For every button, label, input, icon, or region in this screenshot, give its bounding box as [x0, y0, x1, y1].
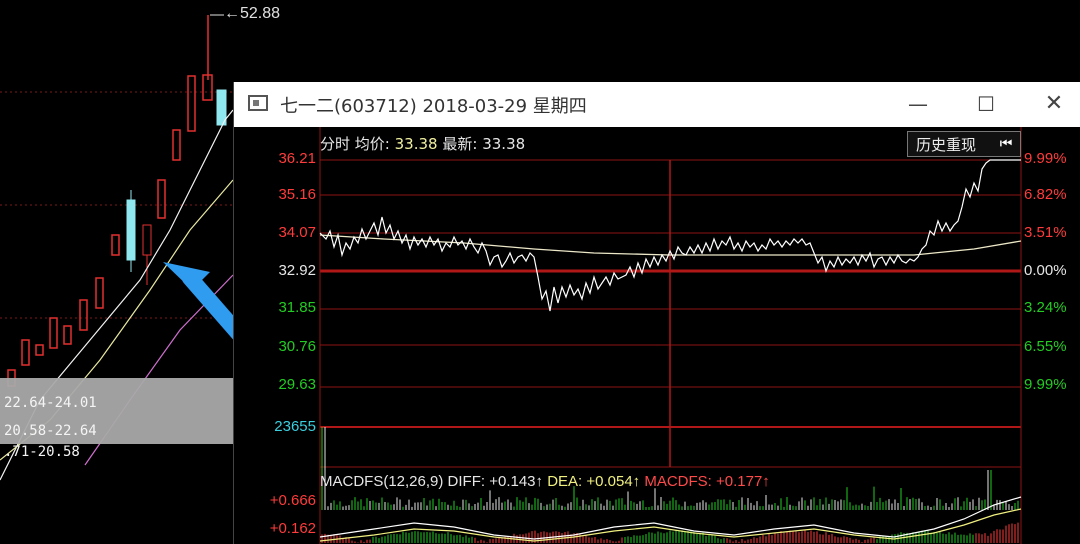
- left-axis-label: 32.92: [278, 262, 316, 279]
- macdfs-label: MACDFS:: [644, 473, 712, 490]
- volume-max-label: 23655: [274, 418, 316, 435]
- right-axis-label: 3.24%: [1024, 299, 1067, 316]
- macdfs-value: +0.177↑: [716, 473, 770, 490]
- window-title: 七一二(603712) 2018-03-29 星期四: [280, 96, 587, 117]
- right-axis-label: 3.51%: [1024, 224, 1067, 241]
- intraday-window: 七一二(603712) 2018-03-29 星期四 — ☐ ✕: [233, 82, 1080, 544]
- right-axis-label: 6.55%: [1024, 338, 1067, 355]
- right-axis-label: 0.00%: [1024, 262, 1067, 279]
- latest-label: 最新:: [442, 135, 478, 153]
- diff-line: [319, 496, 1022, 540]
- left-axis-label: 29.63: [278, 376, 316, 393]
- history-replay-label: 历史重现: [916, 136, 977, 154]
- close-button[interactable]: ✕: [1044, 91, 1064, 116]
- intraday-chart: [319, 127, 1022, 544]
- left-axis-label: 36.21: [278, 150, 316, 167]
- price-line: [319, 159, 1021, 312]
- latest-value: 33.38: [482, 135, 526, 153]
- avg-value: 33.38: [394, 135, 438, 153]
- maximize-button[interactable]: ☐: [977, 92, 995, 116]
- dea-line: [319, 508, 1022, 542]
- diff-label: DIFF:: [447, 473, 486, 490]
- left-axis-label: 31.85: [278, 299, 316, 316]
- peak-price-label: ←52.88: [224, 5, 281, 22]
- macd-header: MACDFS(12,26,9) DIFF: +0.143↑ DEA: +0.05…: [320, 473, 770, 490]
- app-window-icon: [248, 95, 268, 111]
- left-axis-label: 35.16: [278, 186, 316, 203]
- right-axis-label: 9.99%: [1024, 150, 1067, 167]
- minimize-button[interactable]: —: [908, 92, 928, 116]
- diff-value: +0.143↑: [489, 473, 544, 490]
- macd-label: MACDFS(12,26,9): [320, 473, 444, 490]
- dea-value: +0.054↑: [586, 473, 641, 490]
- left-axis-label: 30.76: [278, 338, 316, 355]
- fenshi-label: 分时: [320, 135, 351, 153]
- ma-row: 22.64-24.01: [4, 395, 97, 411]
- highlighted-candles: [126, 89, 227, 272]
- volume-bars: [321, 427, 1019, 510]
- right-axis-label: 6.82%: [1024, 186, 1067, 203]
- avg-label: 均价:: [354, 135, 390, 153]
- avg-price-line: [319, 234, 1022, 256]
- dea-label: DEA:: [547, 473, 583, 490]
- candles: [7, 15, 213, 387]
- left-axis-label: 34.07: [278, 224, 316, 241]
- right-axis-label: 9.99%: [1024, 376, 1067, 393]
- macd-axis-label: +0.162: [269, 520, 316, 537]
- ma-row: .71-20.58: [4, 444, 80, 460]
- ma-row: 20.58-22.64: [4, 423, 97, 439]
- intraday-header: 分时 均价: 33.38 最新: 33.38: [320, 133, 525, 154]
- history-replay-button[interactable]: 历史重现: [907, 131, 1021, 157]
- macd-axis-label: +0.666: [269, 492, 316, 509]
- ma-tooltip-box: [0, 378, 233, 444]
- skip-back-icon[interactable]: ⏮: [999, 136, 1013, 152]
- title-bar[interactable]: 七一二(603712) 2018-03-29 星期四 — ☐ ✕: [234, 82, 1080, 127]
